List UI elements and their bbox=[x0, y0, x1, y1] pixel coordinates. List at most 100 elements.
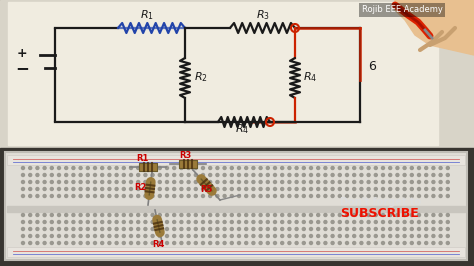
Circle shape bbox=[252, 227, 255, 231]
Circle shape bbox=[93, 227, 97, 231]
Circle shape bbox=[36, 235, 39, 238]
Circle shape bbox=[425, 181, 428, 184]
Circle shape bbox=[425, 194, 428, 197]
Circle shape bbox=[115, 194, 118, 197]
Circle shape bbox=[144, 227, 147, 231]
Circle shape bbox=[173, 173, 176, 177]
Circle shape bbox=[302, 227, 305, 231]
Circle shape bbox=[266, 188, 269, 190]
Circle shape bbox=[432, 227, 435, 231]
Circle shape bbox=[310, 235, 312, 238]
Circle shape bbox=[245, 173, 248, 177]
Polygon shape bbox=[395, 0, 474, 55]
Circle shape bbox=[79, 242, 82, 244]
Circle shape bbox=[273, 194, 276, 197]
Circle shape bbox=[180, 188, 183, 190]
Circle shape bbox=[382, 214, 384, 217]
Circle shape bbox=[403, 214, 406, 217]
Text: $R_3$: $R_3$ bbox=[256, 8, 270, 22]
Circle shape bbox=[86, 235, 89, 238]
Circle shape bbox=[403, 167, 406, 169]
Circle shape bbox=[259, 235, 262, 238]
Circle shape bbox=[382, 227, 384, 231]
Circle shape bbox=[187, 214, 190, 217]
Circle shape bbox=[79, 167, 82, 169]
Circle shape bbox=[173, 181, 176, 184]
Circle shape bbox=[86, 188, 89, 190]
Circle shape bbox=[403, 194, 406, 197]
Circle shape bbox=[396, 167, 399, 169]
Circle shape bbox=[331, 188, 334, 190]
Circle shape bbox=[165, 235, 168, 238]
Circle shape bbox=[418, 167, 420, 169]
Circle shape bbox=[288, 194, 291, 197]
Circle shape bbox=[122, 242, 125, 244]
Circle shape bbox=[259, 227, 262, 231]
Circle shape bbox=[151, 173, 154, 177]
Circle shape bbox=[129, 242, 133, 244]
Circle shape bbox=[108, 167, 111, 169]
Circle shape bbox=[93, 242, 97, 244]
Circle shape bbox=[353, 173, 356, 177]
Circle shape bbox=[266, 221, 269, 223]
Circle shape bbox=[281, 235, 284, 238]
Circle shape bbox=[338, 194, 341, 197]
Circle shape bbox=[194, 188, 197, 190]
Circle shape bbox=[346, 221, 348, 223]
Circle shape bbox=[57, 242, 61, 244]
Circle shape bbox=[302, 235, 305, 238]
Circle shape bbox=[447, 214, 449, 217]
Circle shape bbox=[158, 188, 161, 190]
Circle shape bbox=[252, 173, 255, 177]
Circle shape bbox=[158, 235, 161, 238]
Circle shape bbox=[158, 214, 161, 217]
Circle shape bbox=[108, 194, 111, 197]
Circle shape bbox=[374, 188, 377, 190]
Circle shape bbox=[216, 194, 219, 197]
Circle shape bbox=[295, 214, 298, 217]
Circle shape bbox=[21, 188, 25, 190]
Circle shape bbox=[21, 194, 25, 197]
Circle shape bbox=[21, 227, 25, 231]
Circle shape bbox=[165, 173, 168, 177]
Bar bbox=[7, 206, 465, 212]
Circle shape bbox=[194, 194, 197, 197]
Circle shape bbox=[50, 221, 53, 223]
Circle shape bbox=[173, 221, 176, 223]
Circle shape bbox=[338, 227, 341, 231]
Circle shape bbox=[237, 194, 240, 197]
Circle shape bbox=[382, 167, 384, 169]
Circle shape bbox=[266, 167, 269, 169]
Circle shape bbox=[72, 181, 75, 184]
Circle shape bbox=[324, 167, 327, 169]
Circle shape bbox=[410, 167, 413, 169]
Circle shape bbox=[259, 167, 262, 169]
Circle shape bbox=[173, 167, 176, 169]
Circle shape bbox=[86, 242, 89, 244]
Circle shape bbox=[50, 167, 53, 169]
Circle shape bbox=[273, 181, 276, 184]
Circle shape bbox=[302, 214, 305, 217]
Circle shape bbox=[21, 235, 25, 238]
Circle shape bbox=[57, 227, 61, 231]
Circle shape bbox=[57, 214, 61, 217]
Circle shape bbox=[201, 227, 204, 231]
Circle shape bbox=[425, 188, 428, 190]
Circle shape bbox=[79, 235, 82, 238]
Circle shape bbox=[72, 173, 75, 177]
Circle shape bbox=[194, 181, 197, 184]
Circle shape bbox=[346, 194, 348, 197]
Circle shape bbox=[209, 221, 212, 223]
Circle shape bbox=[194, 227, 197, 231]
Circle shape bbox=[216, 173, 219, 177]
Circle shape bbox=[158, 173, 161, 177]
Circle shape bbox=[259, 194, 262, 197]
Circle shape bbox=[29, 227, 32, 231]
Circle shape bbox=[374, 167, 377, 169]
Circle shape bbox=[331, 214, 334, 217]
Circle shape bbox=[418, 242, 420, 244]
Circle shape bbox=[216, 167, 219, 169]
Circle shape bbox=[324, 188, 327, 190]
Circle shape bbox=[403, 242, 406, 244]
Circle shape bbox=[331, 194, 334, 197]
